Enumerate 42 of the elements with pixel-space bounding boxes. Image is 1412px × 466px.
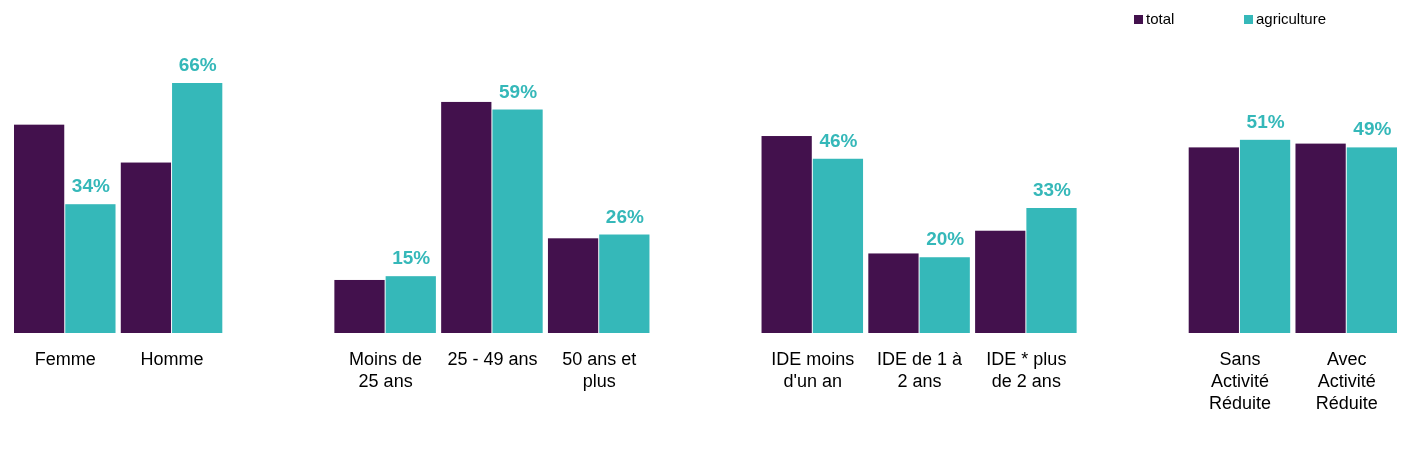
bar bbox=[599, 234, 650, 333]
bar bbox=[172, 83, 223, 333]
data-label: 15% bbox=[392, 247, 431, 269]
bar bbox=[1026, 208, 1077, 333]
x-tick-label: 50 ans et plus bbox=[562, 349, 637, 391]
x-tick-label: Femme bbox=[34, 349, 96, 369]
data-label: 26% bbox=[605, 205, 644, 227]
bar bbox=[334, 279, 385, 333]
bar bbox=[919, 257, 970, 333]
legend-label: total bbox=[1146, 10, 1175, 27]
data-label: 33% bbox=[1032, 179, 1072, 200]
data-label: 20% bbox=[926, 228, 965, 250]
data-label: 59% bbox=[499, 80, 538, 102]
data-label: 49% bbox=[1353, 118, 1392, 140]
bar bbox=[14, 124, 65, 333]
bar bbox=[1346, 147, 1397, 333]
legend-label: agriculture bbox=[1256, 10, 1327, 27]
x-tick-label: IDE moins d'un an bbox=[771, 349, 855, 391]
bar bbox=[975, 230, 1026, 333]
data-label: 51% bbox=[1246, 110, 1285, 132]
data-label: 66% bbox=[178, 54, 217, 75]
bar bbox=[1239, 139, 1291, 333]
bar bbox=[492, 109, 543, 333]
bar bbox=[761, 136, 812, 333]
bar bbox=[812, 158, 864, 333]
data-label: 34% bbox=[71, 175, 111, 197]
bar bbox=[1188, 147, 1239, 333]
bar bbox=[868, 253, 919, 333]
bar bbox=[441, 101, 492, 333]
bar bbox=[120, 162, 172, 333]
x-tick-label: Homme bbox=[140, 349, 204, 369]
bar bbox=[385, 276, 436, 333]
bar bbox=[547, 238, 599, 333]
x-tick-label: IDE * plus de 2 ans bbox=[986, 349, 1067, 391]
x-tick-label: IDE de 1 à 2 ans bbox=[877, 349, 964, 391]
x-tick-label: Moins de 25 ans bbox=[349, 349, 423, 391]
x-tick-label: Sans Activité Réduite bbox=[1208, 349, 1271, 413]
x-tick-label: Avec Activité Réduite bbox=[1315, 349, 1378, 413]
bar bbox=[65, 204, 116, 333]
bar bbox=[1295, 143, 1346, 333]
data-label: 46% bbox=[819, 129, 858, 151]
x-tick-label: 25 - 49 ans bbox=[447, 349, 538, 369]
